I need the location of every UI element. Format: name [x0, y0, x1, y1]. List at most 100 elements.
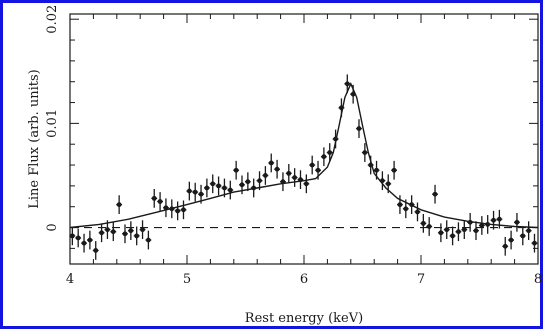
data-point — [338, 98, 345, 118]
data-marker — [181, 207, 186, 213]
data-marker — [491, 217, 496, 223]
data-point — [309, 155, 316, 175]
data-point — [519, 226, 526, 246]
data-point — [69, 226, 76, 246]
data-point — [274, 159, 281, 179]
data-point — [443, 220, 450, 239]
x-tick-label: 5 — [183, 272, 191, 287]
data-point — [244, 172, 251, 192]
data-point — [484, 215, 491, 234]
data-marker — [368, 162, 374, 168]
x-tick-label: 6 — [300, 272, 308, 287]
data-point — [186, 181, 193, 201]
data-marker — [69, 233, 75, 239]
data-marker — [403, 206, 409, 212]
data-point — [221, 178, 228, 198]
data-marker — [526, 228, 532, 234]
data-point — [81, 233, 87, 253]
data-point — [402, 199, 409, 219]
data-marker — [227, 187, 233, 193]
data-marker — [315, 167, 321, 173]
data-marker — [391, 167, 397, 173]
data-point — [285, 164, 292, 183]
data-point — [531, 233, 538, 253]
data-marker — [432, 191, 438, 197]
data-marker — [163, 205, 169, 211]
data-marker — [245, 179, 251, 185]
data-marker — [362, 150, 368, 155]
y-tick-label: 0 — [45, 223, 60, 231]
data-marker — [502, 243, 508, 249]
data-marker — [333, 136, 338, 142]
data-point — [414, 202, 421, 222]
data-point — [116, 195, 123, 214]
data-marker — [450, 233, 455, 239]
data-marker — [145, 237, 151, 243]
data-point — [98, 223, 105, 243]
x-tick-label: 7 — [417, 272, 425, 287]
data-point — [455, 222, 462, 242]
data-marker — [75, 235, 81, 241]
data-marker — [344, 81, 350, 87]
data-point — [385, 174, 392, 194]
data-point — [420, 214, 427, 233]
data-marker — [444, 227, 450, 233]
data-marker — [532, 240, 537, 246]
data-point — [332, 129, 339, 149]
data-marker — [262, 173, 268, 178]
data-point — [379, 171, 386, 191]
x-tick-label: 4 — [66, 272, 74, 287]
data-marker — [456, 229, 461, 235]
data-marker — [204, 185, 210, 191]
data-marker — [374, 167, 379, 173]
data-marker — [309, 162, 315, 168]
data-point — [215, 176, 222, 196]
data-marker — [268, 160, 274, 166]
data-marker — [409, 202, 415, 208]
data-marker — [116, 202, 122, 208]
data-marker — [479, 223, 485, 228]
data-marker — [467, 219, 473, 225]
data-marker — [81, 240, 87, 246]
data-point — [227, 180, 234, 200]
x-axis-label: Rest energy (keV) — [245, 311, 363, 326]
data-marker — [415, 209, 420, 215]
data-point — [525, 221, 532, 241]
data-marker — [514, 219, 520, 225]
data-point — [92, 241, 99, 260]
data-marker — [93, 248, 99, 253]
model-curve — [69, 82, 539, 229]
data-point — [122, 224, 128, 244]
data-marker — [321, 154, 327, 160]
data-marker — [426, 224, 432, 229]
data-marker — [198, 191, 204, 197]
data-point — [280, 172, 286, 192]
data-marker — [473, 228, 479, 234]
data-marker — [175, 208, 181, 214]
x-tick-label: 8 — [534, 272, 542, 287]
data-point — [168, 199, 175, 219]
data-point — [496, 209, 503, 229]
data-point — [180, 200, 187, 220]
data-marker — [496, 216, 502, 222]
data-marker — [485, 222, 491, 227]
y-tick-label: 0.02 — [45, 5, 60, 34]
data-point — [145, 230, 152, 250]
axis-tick-labels: 4 5 6 7 8 0 0.01 0.02 — [45, 5, 542, 287]
data-marker — [298, 177, 303, 183]
data-point — [326, 143, 333, 162]
data-marker — [105, 227, 110, 233]
data-point — [104, 220, 111, 239]
data-marker — [233, 167, 239, 173]
data-marker — [151, 195, 157, 201]
data-marker — [192, 189, 198, 195]
data-marker — [99, 230, 104, 236]
data-marker — [87, 237, 93, 243]
data-marker — [350, 91, 356, 97]
data-marker — [134, 233, 140, 239]
data-point — [110, 222, 117, 242]
data-point — [262, 166, 269, 185]
axis-ticks — [69, 14, 539, 264]
data-point — [502, 236, 509, 256]
